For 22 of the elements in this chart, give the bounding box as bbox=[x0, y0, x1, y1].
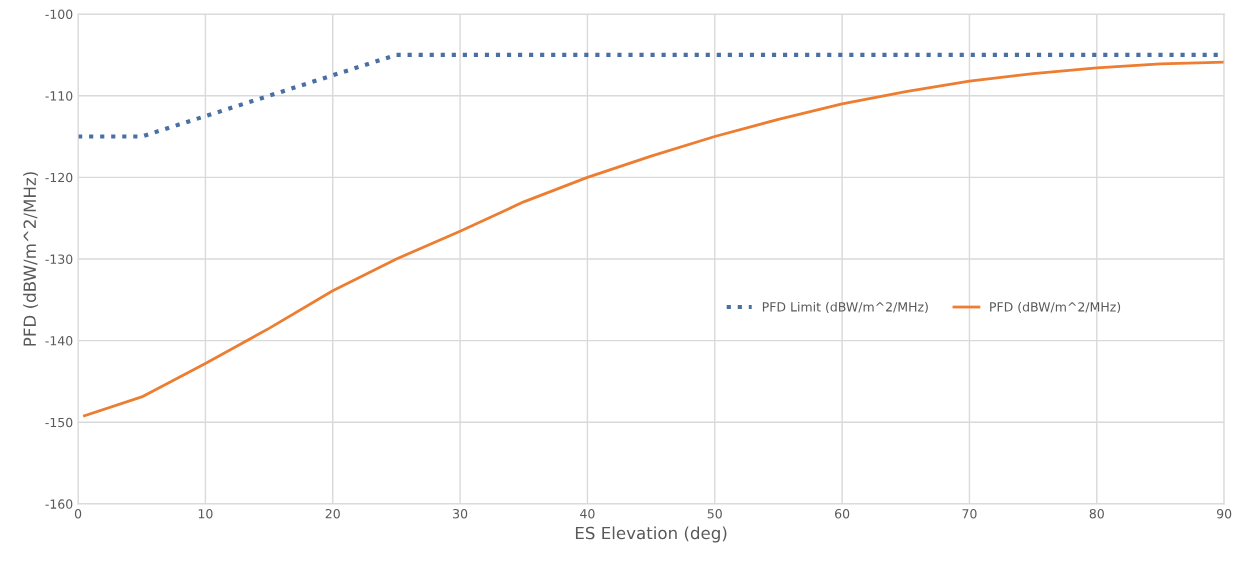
line-series bbox=[83, 60, 1225, 418]
x-tick-label: 10 bbox=[198, 508, 213, 519]
y-tick-label: -110 bbox=[45, 91, 73, 101]
legend-label: PFD (dBW/m^2/MHz) bbox=[990, 301, 1121, 314]
x-tick-label: 60 bbox=[835, 508, 850, 519]
y-tick-label: -150 bbox=[45, 417, 73, 428]
y-tick-label: -120 bbox=[45, 172, 73, 183]
x-axis-title: ES Elevation (deg) bbox=[575, 526, 727, 543]
x-tick-label: 90 bbox=[1216, 508, 1232, 519]
y-tick-label: -160 bbox=[45, 499, 73, 509]
x-tick-label: 0 bbox=[74, 508, 82, 519]
x-tick-label: 30 bbox=[453, 508, 468, 519]
x-tick-label: 40 bbox=[580, 508, 595, 519]
x-tick-label: 70 bbox=[962, 508, 977, 519]
legend-label: PFD Limit (dBW/m^2/MHz) bbox=[762, 301, 928, 314]
y-tick-label: -140 bbox=[45, 336, 73, 346]
y-tick-label: -100 bbox=[45, 9, 73, 19]
y-axis-title: PFD (dBW/m^2/MHz) bbox=[23, 172, 38, 346]
x-tick-label: 20 bbox=[325, 508, 340, 519]
y-tick-label: -130 bbox=[45, 254, 73, 264]
x-tick-label: 80 bbox=[1089, 508, 1104, 519]
x-tick-label: 50 bbox=[707, 508, 722, 519]
